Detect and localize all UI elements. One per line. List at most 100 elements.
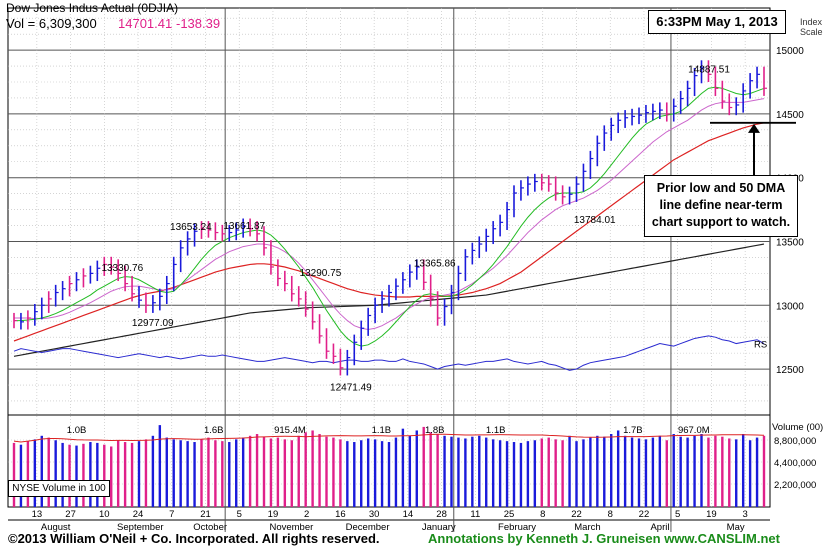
x-day-label: 11 xyxy=(470,509,480,520)
y-tick-label: 13000 xyxy=(776,301,804,312)
volume-bar xyxy=(589,437,592,507)
x-day-label: 16 xyxy=(335,509,346,520)
x-month-label: March xyxy=(574,522,600,533)
x-day-label: 5 xyxy=(675,509,680,520)
volume-bar xyxy=(526,441,530,507)
volume-bar xyxy=(332,437,335,507)
volume-bar xyxy=(741,434,745,507)
x-day-label: 19 xyxy=(268,509,279,520)
volume-bar xyxy=(165,437,168,507)
volume-bar xyxy=(415,430,418,507)
volume-bar xyxy=(436,434,439,507)
annotations-credit: Annotations by Kenneth J. Gruneisen www.… xyxy=(428,531,780,546)
volume-bar xyxy=(457,437,460,507)
volume-bar xyxy=(276,437,280,507)
volume-bar xyxy=(360,440,363,507)
volume-bar xyxy=(235,439,238,507)
volume-bar xyxy=(401,428,405,507)
volume-bar xyxy=(762,435,766,507)
price-point-label: 13653.24 xyxy=(170,222,212,233)
volume-bar xyxy=(616,430,620,507)
x-month-label: May xyxy=(727,522,745,533)
volume-bar xyxy=(19,444,23,507)
volume-tick-label: 2,200,000 xyxy=(774,480,816,491)
volume-bar xyxy=(714,435,717,507)
volume-bar xyxy=(686,437,689,507)
volume-bar xyxy=(158,425,162,507)
volume-bar xyxy=(221,441,224,507)
volume-bar xyxy=(603,436,606,507)
volume-data-label: 1.1B xyxy=(372,425,392,436)
volume-data-label: 1.1B xyxy=(486,425,506,436)
volume-bar xyxy=(366,438,370,507)
volume-bar xyxy=(596,435,599,507)
x-day-label: 21 xyxy=(200,509,211,520)
volume-bar xyxy=(179,440,182,507)
volume-bar xyxy=(297,435,300,507)
volume-bar xyxy=(519,442,523,507)
volume-bar xyxy=(443,435,446,507)
index-scale-line2: Scale xyxy=(800,27,823,37)
volume-tick-label: 4,400,000 xyxy=(774,458,816,469)
volume-bar xyxy=(151,435,155,507)
volume-bar xyxy=(429,432,432,507)
volume-bar xyxy=(422,426,425,507)
x-month-label: October xyxy=(193,522,227,533)
volume-bar xyxy=(75,445,78,507)
volume-bar xyxy=(637,438,641,507)
volume-bar xyxy=(380,441,384,507)
volume-bar xyxy=(394,437,398,507)
volume-bar xyxy=(353,442,356,507)
x-month-label: September xyxy=(117,522,163,533)
timestamp-box: 6:33PM May 1, 2013 xyxy=(648,10,786,34)
x-month-label: April xyxy=(650,522,669,533)
x-day-label: 13 xyxy=(32,509,43,520)
volume-bar xyxy=(33,439,37,507)
index-scale-label: Index Scale xyxy=(800,17,823,37)
volume-bar xyxy=(207,437,210,507)
volume-bar xyxy=(623,435,627,507)
volume-bar xyxy=(116,440,120,507)
volume-bar xyxy=(61,442,64,507)
price-point-label: 13365.86 xyxy=(414,259,456,270)
volume-bar xyxy=(707,437,710,507)
x-day-label: 8 xyxy=(540,509,545,520)
volume-bar xyxy=(679,436,682,507)
nyse-volume-legend: NYSE Volume in 100 xyxy=(8,480,110,497)
x-month-label: February xyxy=(498,522,536,533)
volume-bar xyxy=(186,441,189,507)
volume-bar xyxy=(54,440,57,507)
x-day-label: 25 xyxy=(504,509,515,520)
volume-bar xyxy=(200,439,203,507)
x-day-label: 19 xyxy=(706,509,717,520)
volume-bar xyxy=(554,439,557,507)
volume-bar xyxy=(68,444,71,507)
price-point-label: 12977.09 xyxy=(132,318,174,329)
annotation-line-3: chart support to watch. xyxy=(651,215,791,229)
y-tick-label: 13500 xyxy=(776,237,804,248)
volume-bar xyxy=(387,442,391,507)
volume-bar xyxy=(373,439,377,507)
volume-bar xyxy=(568,435,571,507)
x-day-label: 2 xyxy=(304,509,309,520)
x-day-label: 10 xyxy=(99,509,110,520)
chart-title: Dow Jones Indus Actual (0DJIA) xyxy=(6,1,179,15)
volume-axis-label: Volume (00) xyxy=(772,422,823,433)
volume-bar xyxy=(82,443,85,507)
volume-tick-label: 8,800,000 xyxy=(774,436,816,447)
volume-data-label: 1.7B xyxy=(623,425,643,436)
volume-bar xyxy=(658,435,662,507)
volume-data-label: 1.0B xyxy=(67,425,87,436)
annotation-arrow-head xyxy=(748,123,760,133)
x-day-label: 28 xyxy=(436,509,447,520)
x-day-label: 22 xyxy=(639,509,650,520)
volume-bar xyxy=(755,437,759,507)
volume-bar xyxy=(471,436,474,507)
volume-bar xyxy=(262,436,266,507)
volume-bar xyxy=(40,435,43,507)
x-day-label: 5 xyxy=(237,509,242,520)
annotation-line-1: Prior low and 50 DMA xyxy=(656,181,786,195)
price-point-label: 13330.76 xyxy=(101,263,143,274)
volume-bar xyxy=(700,434,703,507)
